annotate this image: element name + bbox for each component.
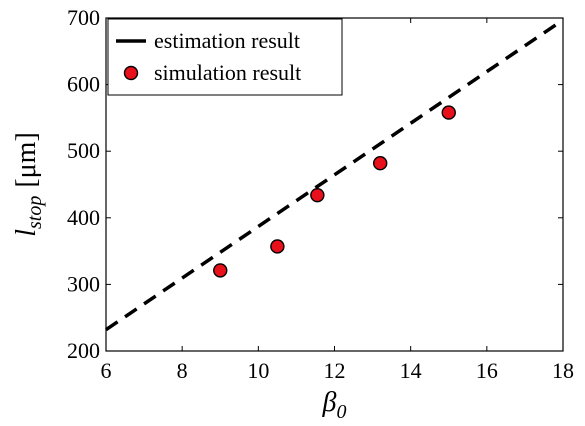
x-axis-symbol: β bbox=[322, 387, 337, 418]
x-tick-label: 10 bbox=[247, 358, 269, 383]
y-tick-label: 700 bbox=[67, 5, 100, 30]
y-axis-symbol: l bbox=[11, 229, 42, 237]
x-tick-label: 18 bbox=[552, 358, 574, 383]
y-axis-unit: [μm] bbox=[11, 132, 42, 187]
y-axis: 200 300 400 500 600 700 bbox=[67, 5, 563, 363]
legend-box bbox=[107, 18, 343, 96]
simulation-point bbox=[213, 263, 228, 278]
x-axis-subscript: 0 bbox=[336, 401, 346, 423]
simulation-point bbox=[310, 187, 325, 203]
y-tick-label: 300 bbox=[67, 271, 100, 296]
x-tick-label: 8 bbox=[177, 358, 188, 383]
y-axis-subscript: stop bbox=[24, 196, 46, 229]
simulation-point bbox=[441, 105, 456, 120]
y-tick-label: 500 bbox=[67, 138, 100, 163]
y-tick-label: 600 bbox=[67, 72, 100, 97]
estimation-line bbox=[105, 18, 564, 332]
legend-label-estimation: estimation result bbox=[154, 28, 300, 53]
y-tick-label: 400 bbox=[67, 205, 100, 230]
y-axis-title: lstop [μm] bbox=[11, 132, 46, 237]
x-tick-label: 6 bbox=[101, 358, 112, 383]
simulation-point bbox=[270, 239, 285, 254]
legend-label-simulation: simulation result bbox=[154, 60, 301, 85]
y-tick-label: 200 bbox=[67, 338, 100, 363]
x-tick-label: 12 bbox=[324, 358, 346, 383]
legend: estimation result simulation result bbox=[107, 18, 343, 96]
x-tick-label: 14 bbox=[400, 358, 422, 383]
x-axis: 6 8 10 12 14 16 18 bbox=[101, 18, 574, 383]
series-layer bbox=[105, 18, 564, 332]
x-tick-label: 16 bbox=[476, 358, 498, 383]
x-axis-title: β0 bbox=[322, 387, 347, 423]
simulation-point bbox=[373, 155, 388, 171]
legend-marker-swatch bbox=[123, 65, 139, 81]
